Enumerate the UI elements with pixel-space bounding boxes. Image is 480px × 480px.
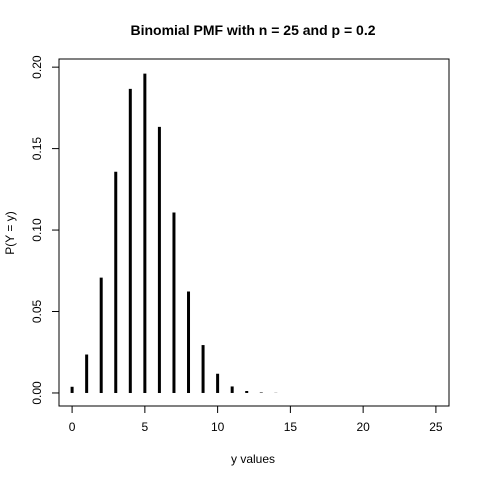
y-tick-label-0.00: 0.00	[30, 381, 44, 405]
y-tick-label-0.20: 0.20	[30, 55, 44, 79]
x-tick-label-20: 20	[356, 420, 370, 434]
x-tick-label-0: 0	[69, 420, 76, 434]
x-tick-label-25: 25	[429, 420, 443, 434]
x-axis: 0 5 10 15 20 25	[69, 405, 443, 434]
y-tick-label-0.10: 0.10	[30, 218, 44, 242]
bars-group	[70, 73, 278, 393]
y-tick-label-0.15: 0.15	[30, 137, 44, 161]
chart-title: Binomial PMF with n = 25 and p = 0.2	[130, 22, 375, 38]
x-tick-label-5: 5	[142, 420, 149, 434]
x-tick-label-10: 10	[211, 420, 225, 434]
y-axis: 0.00 0.05 0.10 0.15 0.20	[30, 55, 60, 405]
x-axis-label: y values	[231, 452, 275, 466]
x-tick-label-15: 15	[284, 420, 298, 434]
y-axis-label: P(Y = y)	[3, 211, 17, 254]
y-tick-label-0.05: 0.05	[30, 300, 44, 324]
